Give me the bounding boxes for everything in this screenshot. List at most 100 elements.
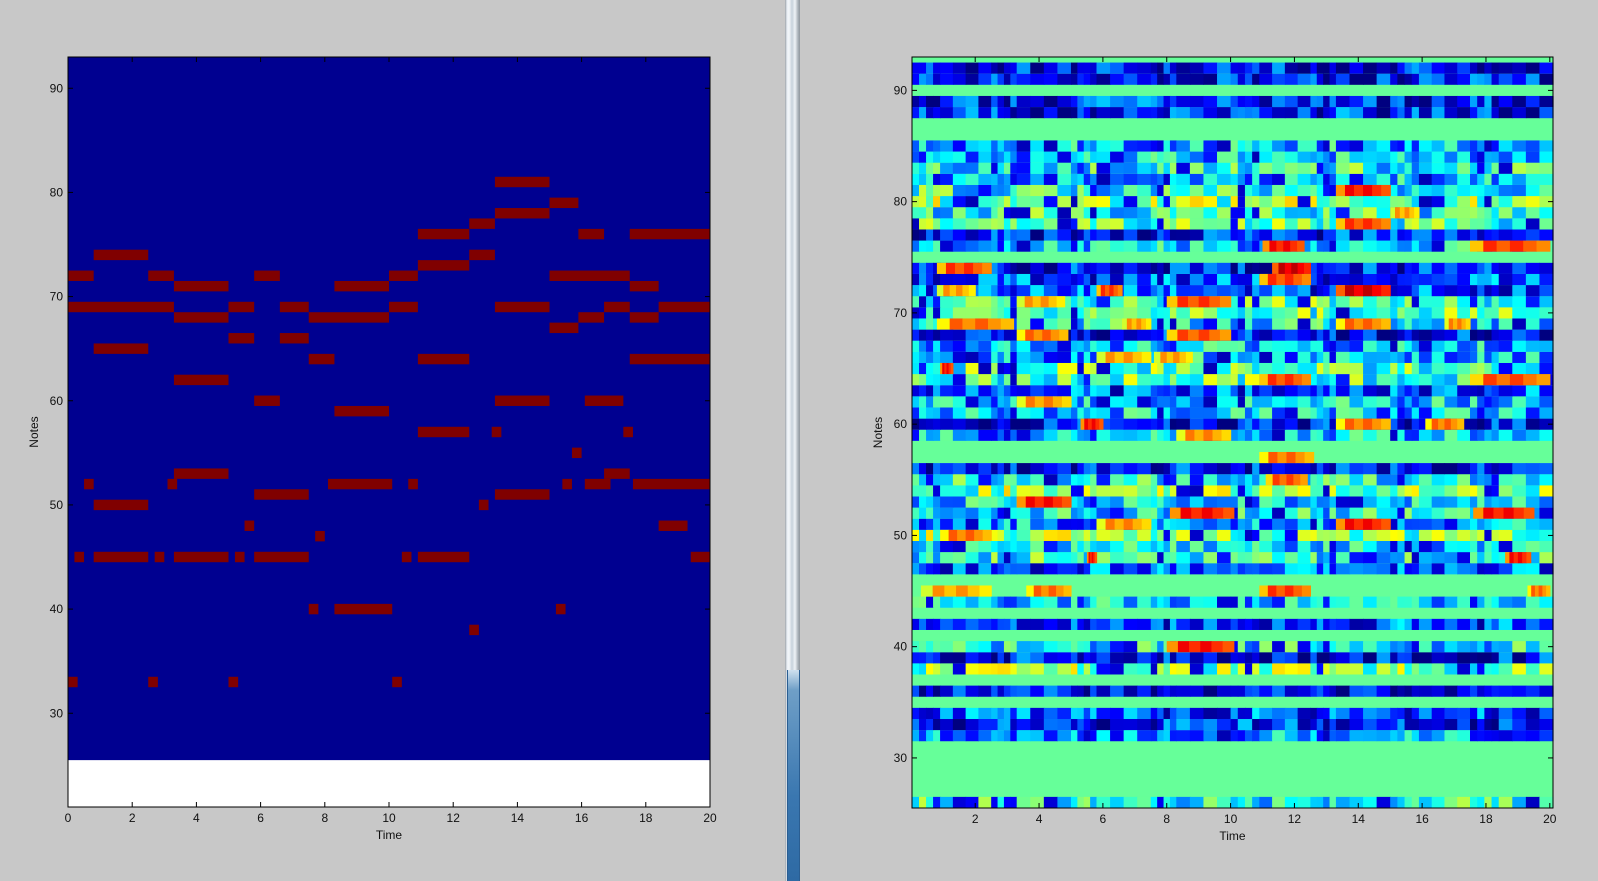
split-divider[interactable] <box>785 0 800 881</box>
heatmap-cell <box>1110 62 1125 74</box>
heatmap-cell <box>1457 652 1471 664</box>
heatmap-cell <box>1110 652 1125 664</box>
hot-cell <box>1040 296 1050 308</box>
heatmap-cell <box>940 552 954 564</box>
heatmap-cell <box>1525 552 1541 564</box>
x-tick-label: 0 <box>65 811 72 825</box>
heatmap-cell <box>1418 396 1433 408</box>
heatmap-cell <box>1525 162 1541 174</box>
heatmap-cell <box>1404 73 1413 85</box>
heatmap-cell <box>1157 507 1165 519</box>
heatmap-cell <box>919 62 927 74</box>
heatmap-cell <box>1404 184 1413 197</box>
heatmap-cell <box>1349 529 1364 541</box>
heatmap-cell <box>1323 318 1331 330</box>
hot-cell <box>1450 418 1458 430</box>
heatmap-cell <box>1390 107 1398 119</box>
heatmap-cell <box>1329 418 1337 430</box>
heatmap-cell <box>1217 552 1232 564</box>
heatmap-cell <box>1070 685 1078 697</box>
divider-grip-handle[interactable] <box>787 670 800 881</box>
heatmap-cell <box>1110 529 1125 541</box>
heatmap-cell <box>1169 563 1177 575</box>
heatmap-cell <box>1252 62 1260 74</box>
heatmap-cell <box>1176 618 1191 630</box>
heatmap-cell <box>1137 685 1152 697</box>
heatmap-cell <box>1539 429 1554 441</box>
heatmap-cell <box>1230 151 1239 163</box>
heatmap-cell <box>1284 796 1299 808</box>
hot-cell <box>1043 396 1054 408</box>
heatmap-cell <box>1096 151 1111 163</box>
heatmap-cell <box>1310 463 1318 475</box>
heatmap-cell <box>1003 329 1011 341</box>
heatmap-cell <box>1390 663 1398 675</box>
heatmap-cell <box>1272 707 1286 719</box>
heatmap-cell <box>1363 296 1378 308</box>
heatmap-cell <box>1244 95 1253 108</box>
heatmap-cell <box>978 396 992 408</box>
heatmap-cell <box>1411 184 1420 197</box>
heatmap-cell <box>1252 351 1260 363</box>
heatmap-cell <box>1477 173 1485 185</box>
heatmap-cell <box>1512 540 1527 553</box>
heatmap-cell <box>1259 285 1273 297</box>
hot-cell <box>1268 451 1279 464</box>
heatmap-cell <box>978 151 992 163</box>
heatmap-cell <box>1411 162 1420 174</box>
heatmap-cell <box>1484 563 1493 575</box>
heatmap-cell <box>1070 62 1078 74</box>
heatmap-cell <box>991 340 999 352</box>
heatmap-cell <box>1070 474 1078 486</box>
heatmap-cell <box>1030 95 1045 108</box>
hot-cell <box>1136 318 1142 330</box>
heatmap-cell <box>1137 429 1152 441</box>
heatmap-cell <box>940 641 954 653</box>
heatmap-cell <box>1491 307 1500 319</box>
heatmap-cell <box>1123 652 1138 664</box>
heatmap-cell <box>1376 374 1391 386</box>
hot-cell <box>1277 451 1288 464</box>
heatmap-cell <box>1444 518 1458 530</box>
heatmap-cell <box>1137 95 1152 108</box>
heatmap-cell <box>1016 618 1031 630</box>
heatmap-cell <box>1189 262 1205 274</box>
heatmap-cell <box>1498 707 1513 719</box>
heatmap-cell <box>1323 184 1331 197</box>
heatmap-cell <box>1397 474 1406 486</box>
heatmap-cell <box>991 407 999 419</box>
heatmap-cell <box>997 351 1005 363</box>
heatmap-cell <box>1150 285 1158 297</box>
heatmap-cell <box>1096 340 1111 352</box>
heatmap-cell <box>1376 474 1391 486</box>
heatmap-cell <box>1539 418 1554 430</box>
hot-cell <box>949 285 957 297</box>
hot-cell <box>1335 218 1346 230</box>
heatmap-cell <box>1539 351 1554 363</box>
heatmap-cell <box>1077 162 1085 174</box>
heatmap-cell <box>1003 95 1011 108</box>
hot-cell <box>1050 329 1060 341</box>
heatmap-cell <box>1016 596 1031 608</box>
heatmap-cell <box>1498 396 1513 408</box>
heatmap-cell <box>1237 262 1246 274</box>
heatmap-cell <box>1230 563 1239 575</box>
heatmap-cell <box>978 229 992 241</box>
heatmap-cell <box>1539 107 1554 119</box>
heatmap-cell <box>1329 95 1337 108</box>
heatmap-cell <box>1189 162 1205 174</box>
heatmap-cell <box>1310 518 1318 530</box>
heatmap-cell <box>965 351 979 363</box>
heatmap-cell <box>1003 107 1011 119</box>
heatmap-cell <box>965 340 979 352</box>
heatmap-cell <box>1003 707 1011 719</box>
hot-cell <box>936 262 947 274</box>
heatmap-cell <box>1310 296 1318 308</box>
heatmap-cell <box>1397 374 1406 386</box>
heatmap-cell <box>1083 229 1091 241</box>
heatmap-cell <box>1284 151 1299 163</box>
heatmap-cell <box>1498 229 1513 241</box>
heatmap-cell <box>1110 474 1125 486</box>
heatmap-cell <box>978 107 992 119</box>
heatmap-cell <box>1259 351 1273 363</box>
